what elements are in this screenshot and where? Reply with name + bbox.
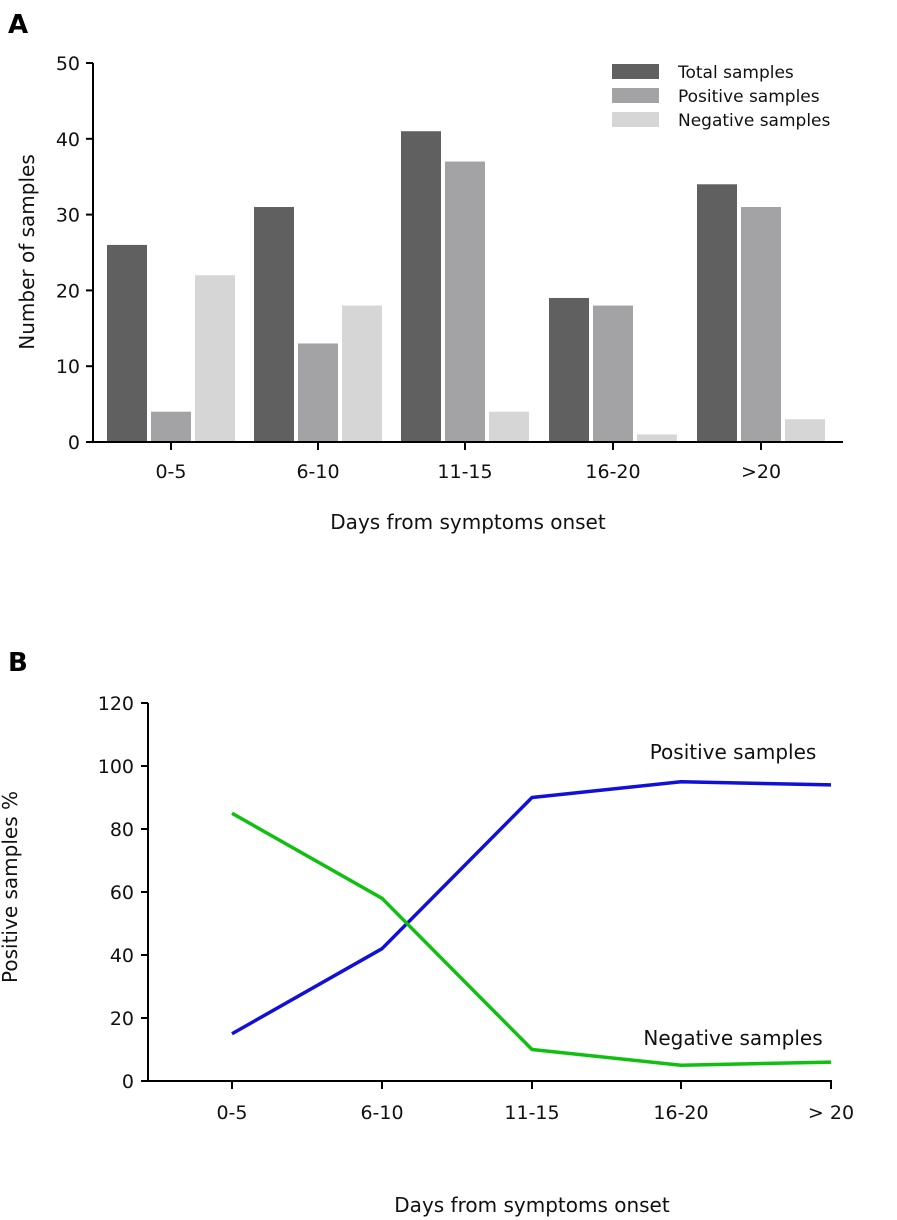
line-positive-samples <box>231 780 832 1036</box>
lines-b <box>231 780 832 1067</box>
legend-label-positive-samples: Positive samples <box>678 87 820 107</box>
y-axis-title-b: Positive samples % <box>0 791 22 983</box>
x-tick-label: 6-10 <box>296 461 339 483</box>
y-axis-title-a: Number of samples <box>15 154 39 349</box>
bar-positive-samples-0-5 <box>151 411 191 442</box>
y-tick-label: 40 <box>56 129 80 151</box>
x-ticks-a: 0-5 6-10 11-15 16-20 >20 <box>155 442 781 483</box>
y-tick-label: 100 <box>98 756 134 778</box>
bars-a <box>107 131 825 443</box>
series-label-positive: Positive samples <box>650 740 817 764</box>
bar-total-samples-16-20 <box>549 297 589 442</box>
x-tick-label: 0-5 <box>155 461 186 483</box>
y-tick-label: 0 <box>122 1071 134 1093</box>
x-tick-label: 6-10 <box>360 1102 403 1124</box>
bar-positive-samples-11-15 <box>445 161 485 443</box>
legend-swatch-negative-samples <box>612 112 659 127</box>
y-tick-label: 0 <box>68 432 80 454</box>
bar-negative-samples-20 <box>785 419 825 442</box>
legend-label-negative-samples: Negative samples <box>678 111 831 131</box>
y-tick-label: 20 <box>110 1008 134 1030</box>
bar-negative-samples-0-5 <box>195 275 235 442</box>
bar-positive-samples-16-20 <box>593 305 633 442</box>
panel-letter-a: A <box>8 10 28 40</box>
x-axis-title-b: Days from symptoms onset <box>394 1193 670 1217</box>
y-tick-label: 20 <box>56 280 80 302</box>
bar-total-samples-20 <box>697 184 737 442</box>
line-negative-samples <box>231 811 832 1067</box>
bar-negative-samples-11-15 <box>489 411 529 442</box>
bar-positive-samples-20 <box>741 207 781 442</box>
x-tick-label: 11-15 <box>437 461 492 483</box>
bar-total-samples-11-15 <box>401 131 441 442</box>
legend-swatch-total-samples <box>612 64 659 79</box>
y-tick-label: 30 <box>56 205 80 227</box>
y-tick-label: 40 <box>110 945 134 967</box>
bar-negative-samples-16-20 <box>637 434 677 442</box>
y-tick-label: 50 <box>56 53 80 75</box>
x-tick-label: >20 <box>741 461 781 483</box>
y-tick-label: 120 <box>98 693 134 715</box>
bar-total-samples-6-10 <box>254 207 294 442</box>
y-tick-label: 80 <box>110 819 134 841</box>
x-tick-label: > 20 <box>808 1102 854 1124</box>
bar-total-samples-0-5 <box>107 244 147 442</box>
chart-a: A 0 10 20 30 40 50 0-5 6-10 11-15 16-20 >20 Days … <box>8 10 843 534</box>
y-ticks-a: 0 10 20 30 40 50 <box>56 53 93 454</box>
legend-label-total-samples: Total samples <box>677 63 794 83</box>
legend-swatch-positive-samples <box>612 88 659 103</box>
x-tick-label: 16-20 <box>585 461 640 483</box>
bar-negative-samples-6-10 <box>342 305 382 442</box>
y-tick-label: 10 <box>56 356 80 378</box>
x-tick-label: 11-15 <box>504 1102 559 1124</box>
series-label-negative: Negative samples <box>643 1026 822 1050</box>
x-ticks-b: 0-5 6-10 11-15 16-20 > 20 <box>216 1081 854 1124</box>
x-tick-label: 16-20 <box>653 1102 708 1124</box>
x-tick-label: 0-5 <box>216 1102 247 1124</box>
y-ticks-b: 0 20 40 60 80 100 120 <box>98 693 148 1093</box>
y-tick-label: 60 <box>110 882 134 904</box>
panel-letter-b: B <box>8 648 28 678</box>
legend-a: Total samples Positive samples Negative sa… <box>612 63 831 131</box>
bar-positive-samples-6-10 <box>298 343 338 442</box>
x-axis-title-a: Days from symptoms onset <box>330 510 606 534</box>
